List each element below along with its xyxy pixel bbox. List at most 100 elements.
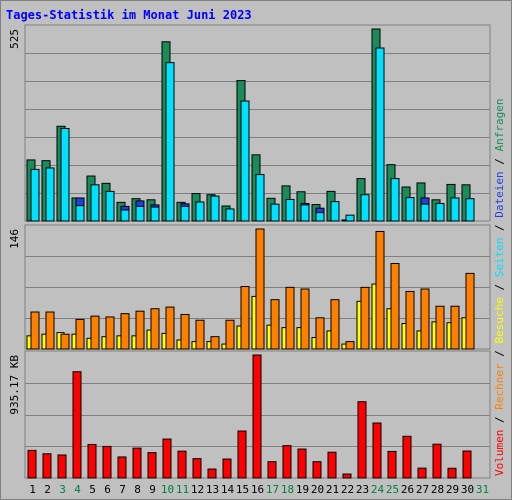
bar-seiten [120, 209, 130, 222]
bar-rechner [90, 315, 100, 350]
bar-rechner [120, 313, 130, 350]
x-tick-label: 13 [206, 483, 219, 496]
bar-volumen [267, 461, 277, 479]
bar-rechner [300, 288, 310, 350]
bar-seiten [180, 205, 190, 222]
bar-volumen [237, 430, 247, 479]
bar-seiten [150, 206, 160, 222]
bar-seiten [450, 197, 460, 222]
bar-seiten [300, 204, 310, 222]
x-tick-label: 27 [416, 483, 429, 496]
bar-rechner [150, 308, 160, 350]
bar-seiten [255, 174, 265, 222]
x-tick-label: 20 [311, 483, 324, 496]
bar-volumen [57, 454, 67, 479]
x-tick-label: 1 [29, 483, 36, 496]
bar-seiten [210, 195, 220, 222]
x-tick-label: 9 [149, 483, 156, 496]
bar-rechner [390, 263, 400, 350]
bar-seiten [195, 201, 205, 222]
y-max-label-volume: 935.17 KB [8, 355, 21, 415]
bar-rechner [75, 318, 85, 350]
bar-volumen [117, 456, 127, 479]
bar-seiten [435, 202, 445, 222]
bar-seiten [270, 203, 280, 222]
bar-volumen [417, 467, 427, 479]
bar-rechner [195, 319, 205, 350]
x-tick-label: 26 [401, 483, 414, 496]
x-tick-label: 11 [176, 483, 189, 496]
bar-rechner [60, 333, 70, 350]
bar-seiten [405, 197, 415, 222]
bar-volumen [282, 445, 292, 479]
bar-seiten [330, 201, 340, 222]
x-tick-label: 29 [446, 483, 459, 496]
bar-rechner [225, 319, 235, 350]
bar-seiten [75, 205, 85, 222]
bar-rechner [360, 286, 370, 350]
x-tick-label: 12 [191, 483, 204, 496]
x-tick-label: 5 [89, 483, 96, 496]
bar-volumen [462, 450, 472, 479]
x-tick-label: 30 [461, 483, 474, 496]
x-tick-label: 15 [236, 483, 249, 496]
bar-volumen [387, 450, 397, 479]
bar-volumen [327, 451, 337, 479]
x-tick-label: 3 [59, 483, 66, 496]
legend-separator: / [493, 416, 506, 429]
x-tick-label: 21 [326, 483, 339, 496]
bar-rechner [435, 305, 445, 350]
bar-seiten [165, 62, 175, 222]
legend-separator: / [493, 284, 506, 297]
bar-seiten [420, 203, 430, 222]
bar-seiten [90, 184, 100, 222]
bar-volumen [447, 467, 457, 479]
bar-rechner [240, 286, 250, 350]
bar-volumen [222, 458, 232, 479]
bar-rechner [30, 311, 40, 350]
legend-item-volumen: Volumen [493, 430, 506, 476]
bar-volumen [372, 422, 382, 479]
legend-item-anfragen: Anfragen [493, 98, 506, 158]
legend-item-dateien: Dateien [493, 171, 506, 224]
x-tick-label: 10 [161, 483, 174, 496]
bar-volumen [252, 354, 262, 479]
legend: Volumen / Rechner / Besuche / Seiten / D… [493, 98, 506, 476]
x-tick-label: 25 [386, 483, 399, 496]
bar-volumen [72, 371, 82, 479]
x-tick-label: 23 [356, 483, 369, 496]
x-tick-label: 4 [74, 483, 81, 496]
bar-seiten [390, 178, 400, 222]
x-tick-label: 6 [104, 483, 111, 496]
bar-seiten [345, 214, 355, 222]
bar-seiten [225, 208, 235, 222]
bar-rechner [405, 290, 415, 350]
x-tick-label: 24 [371, 483, 385, 496]
bar-seiten [315, 212, 325, 222]
legend-separator: / [493, 158, 506, 171]
bar-volumen [402, 435, 412, 479]
bar-volumen [42, 453, 52, 479]
bar-rechner [330, 299, 340, 350]
bar-rechner [270, 299, 280, 350]
x-tick-label: 31 [476, 483, 489, 496]
bar-rechner [180, 313, 190, 350]
bar-seiten [360, 194, 370, 222]
x-tick-label: 7 [119, 483, 126, 496]
bar-rechner [375, 230, 385, 350]
y-max-label-visits: 146 [8, 229, 21, 249]
bar-volumen [207, 468, 217, 479]
bar-volumen [297, 448, 307, 479]
bar-rechner [135, 310, 145, 350]
x-tick-label: 22 [341, 483, 354, 496]
bar-seiten [105, 190, 115, 222]
bar-rechner [105, 316, 115, 350]
x-tick-label: 8 [134, 483, 141, 496]
bar-seiten [240, 100, 250, 222]
bar-volumen [27, 449, 37, 479]
bar-rechner [255, 228, 265, 350]
bar-seiten [465, 198, 475, 222]
bar-rechner [165, 306, 175, 350]
